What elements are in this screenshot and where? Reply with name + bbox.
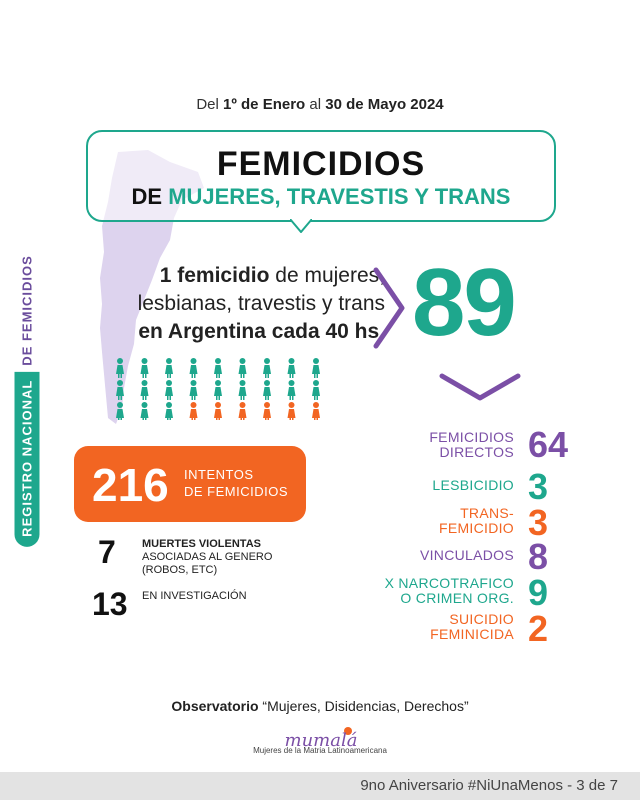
- category-label: LESBICIDIO: [432, 477, 514, 493]
- total-femicidios: 89: [412, 249, 517, 356]
- extra-muertes-line2: ASOCIADAS AL GENERO: [142, 551, 273, 563]
- category-label-line1: X NARCOTRAFICO: [384, 575, 514, 591]
- observatorio-bold: Observatorio: [171, 698, 259, 714]
- category-label-line2: DIRECTOS: [439, 444, 514, 460]
- footer-text: 9no Aniversario #NiUnaMenos - 3 de 7: [360, 777, 618, 794]
- category-value: 9: [528, 572, 549, 613]
- person-icon: [263, 402, 271, 420]
- category-label-line2: FEMINICIDA: [430, 626, 514, 642]
- category-label-line2: FEMICIDIO: [438, 520, 514, 536]
- category-label: SUICIDIO FEMINICIDA: [374, 612, 514, 642]
- extra-muertes-value: 7: [98, 534, 116, 570]
- observatorio-text: “Mujeres, Disidencias, Derechos”: [262, 698, 469, 714]
- person-icon: [214, 380, 222, 400]
- person-icon: [214, 402, 222, 420]
- person-icon: [165, 380, 173, 400]
- person-icon: [287, 402, 296, 420]
- rate-text2: lesbianas, travestis y trans: [137, 292, 385, 315]
- period-start: 1º de Enero: [223, 96, 306, 113]
- person-icon: [263, 358, 271, 378]
- category-label-line2: O CRIMEN ORG.: [400, 590, 514, 606]
- category-label: X NARCOTRAFICO O CRIMEN ORG.: [354, 576, 514, 606]
- person-icon: [312, 380, 320, 400]
- category-lesbicidio: LESBICIDIO 3: [410, 466, 610, 510]
- person-icon: [140, 380, 149, 400]
- chevron-right-icon: [373, 267, 405, 349]
- category-label: FEMICIDIOS DIRECTOS: [374, 430, 514, 460]
- intentos-label-line1: INTENTOS: [184, 467, 254, 482]
- side-label-text: REGISTRO NACIONAL DE FEMICIDIOS: [14, 249, 40, 547]
- period-line: Del 1º de Enero al 30 de Mayo 2024: [0, 96, 640, 113]
- person-icon: [312, 358, 320, 378]
- people-icons: [116, 358, 320, 420]
- category-value: 3: [528, 502, 549, 543]
- intentos-label-line2: DE FEMICIDIOS: [184, 484, 289, 499]
- title-sub-rest: MUJERES, TRAVESTIS Y TRANS: [168, 184, 511, 209]
- rate-text1: de mujeres,: [269, 264, 385, 287]
- rate-bold1: 1 femicidio: [159, 264, 270, 287]
- person-icon: [238, 380, 247, 400]
- category-value: 2: [528, 608, 549, 649]
- title-main: FEMICIDIOS: [216, 145, 426, 183]
- category-value: 8: [528, 536, 549, 577]
- person-icon: [287, 358, 296, 378]
- person-icon: [238, 358, 247, 378]
- category-vinculados: VINCULADOS 8: [410, 536, 610, 578]
- period-mid: al: [309, 96, 322, 113]
- person-icon: [140, 402, 149, 420]
- category-label-line1: FEMICIDIOS: [429, 429, 514, 445]
- extra-investigacion-label: EN INVESTIGACIÓN: [142, 590, 247, 602]
- category-value: 64: [528, 424, 569, 465]
- rate-bold3: en Argentina cada 40 hs.: [138, 320, 385, 343]
- extra-muertes-line3: (ROBOS, ETC): [142, 564, 218, 576]
- category-narcotrafico: X NARCOTRAFICO O CRIMEN ORG. 9: [385, 572, 610, 614]
- period-end: 30 de Mayo 2024: [325, 96, 444, 113]
- category-suicidio: SUICIDIO FEMINICIDA 2: [410, 608, 610, 650]
- category-label: TRANS- FEMICIDIO: [374, 506, 514, 536]
- person-icon: [287, 380, 296, 400]
- extra-muertes-line1: MUERTES VIOLENTAS: [142, 538, 261, 550]
- extra-muertes-label: MUERTES VIOLENTAS ASOCIADAS AL GENERO (R…: [142, 538, 342, 577]
- person-icon: [214, 358, 222, 378]
- title-box: [86, 130, 556, 222]
- title-sub: DE MUJERES, TRAVESTIS Y TRANS: [86, 184, 556, 210]
- person-icon: [189, 380, 198, 400]
- intentos-value: 216: [92, 459, 169, 511]
- category-directos: FEMICIDIOS DIRECTOS 64: [410, 424, 610, 468]
- chevron-down-icon: [439, 373, 521, 401]
- side-label: REGISTRO NACIONAL DE FEMICIDIOS: [14, 238, 40, 558]
- person-icon: [263, 380, 271, 400]
- intentos-label: INTENTOS DE FEMICIDIOS: [184, 466, 288, 500]
- person-icon: [189, 402, 198, 420]
- title-box-tail-icon: [290, 219, 312, 233]
- side-label-part2: DE FEMICIDIOS: [19, 255, 35, 366]
- person-icon: [165, 402, 173, 420]
- mumala-logo: mumalá: [285, 727, 358, 751]
- category-label-line1: SUICIDIO: [449, 611, 514, 627]
- extra-investigacion-value: 13: [92, 586, 128, 622]
- rate-statement: 1 femicidio de mujeres, lesbianas, trave…: [105, 262, 385, 346]
- side-label-part1: REGISTRO NACIONAL: [14, 371, 40, 547]
- person-icon: [116, 380, 124, 400]
- person-icon: [238, 402, 247, 420]
- logo-text: mumalá: [285, 730, 358, 751]
- observatorio-line: Observatorio “Mujeres, Disidencias, Dere…: [0, 698, 640, 714]
- person-icon: [140, 358, 149, 378]
- person-icon: [189, 358, 198, 378]
- logo-subtitle: Mujeres de la Matria Latinoamericana: [253, 746, 387, 755]
- category-label-line1: TRANS-: [460, 505, 514, 521]
- person-icon: [312, 402, 320, 420]
- person-icon: [165, 358, 173, 378]
- category-label: VINCULADOS: [419, 547, 514, 563]
- intentos-box: 216 INTENTOS DE FEMICIDIOS: [74, 446, 306, 522]
- person-icon: [116, 358, 124, 378]
- category-value: 3: [528, 466, 549, 507]
- category-transfemicidio: TRANS- FEMICIDIO 3: [410, 502, 610, 544]
- period-prefix: Del: [196, 96, 219, 113]
- footer-bar: 9no Aniversario #NiUnaMenos - 3 de 7: [0, 772, 640, 800]
- person-icon: [116, 402, 124, 420]
- title-de: DE: [131, 184, 163, 209]
